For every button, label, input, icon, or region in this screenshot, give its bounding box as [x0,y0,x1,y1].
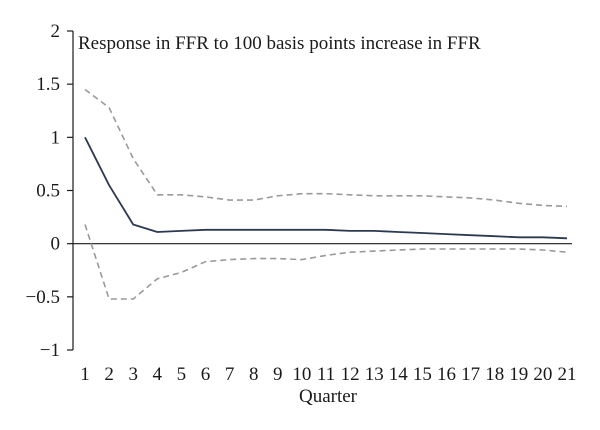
x-tick-label: 20 [533,364,552,385]
x-tick-label: 12 [341,364,360,385]
y-tick-label: 0.5 [36,181,60,202]
axes [67,30,572,351]
x-tick-label: 6 [201,364,211,385]
x-tick-label: 7 [225,364,235,385]
x-tick-label: 14 [389,364,409,385]
y-tick-label: −0.5 [26,287,60,308]
x-tick-label: 9 [273,364,283,385]
y-tick-label: 1 [51,127,61,148]
upper-band-line [84,88,568,208]
y-tick-label: 2 [51,21,61,42]
x-tick-label: 1 [80,364,90,385]
x-tick-label: 21 [558,364,577,385]
x-tick-label: 5 [177,364,187,385]
y-tick-label: 0 [51,234,61,255]
x-tick-label: 10 [292,364,311,385]
x-tick-label: 11 [317,364,335,385]
y-tick-label: 1.5 [36,74,60,95]
series-line [84,136,568,240]
x-tick-label: 13 [365,364,384,385]
x-tick-label: 19 [509,364,528,385]
lower-band-line [84,224,568,300]
x-tick-label: 3 [128,364,138,385]
x-tick-label: 17 [461,364,480,385]
series-layer [84,88,568,300]
y-tick-label: −1 [40,340,60,361]
x-tick-label: 4 [153,364,163,385]
x-tick-label: 2 [104,364,114,385]
x-tick-label: 18 [485,364,504,385]
x-axis-label: Quarter [299,386,358,407]
x-tick-label: 15 [413,364,432,385]
tick-labels: 21.510.50−0.5−11 2 3 4 5 6 7 8 9 10 11 12 13 14 15 16 17… [26,21,577,385]
chart-title: Response in FFR to 100 basis points incr… [78,33,481,54]
x-tick-label: 8 [249,364,259,385]
x-tick-label: 16 [437,364,456,385]
